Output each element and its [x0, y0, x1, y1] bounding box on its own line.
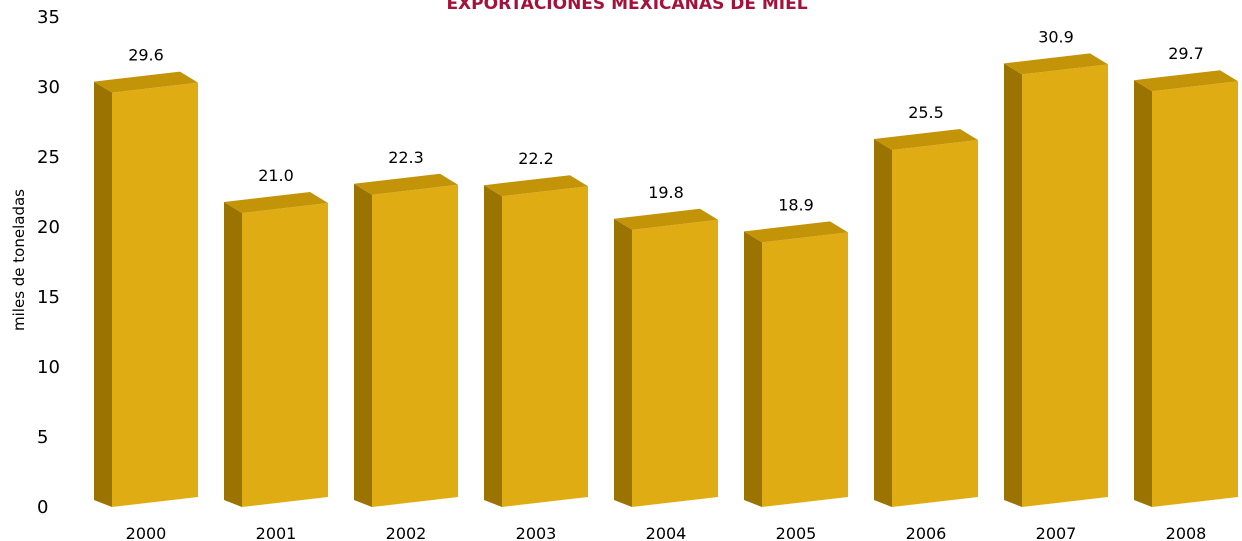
x-tick-label: 2002 — [386, 524, 427, 541]
bar-front-face — [502, 186, 588, 507]
bar-top-face — [1004, 53, 1108, 75]
x-tick-label: 2008 — [1166, 524, 1207, 541]
bar-2004: 19.8 — [614, 183, 718, 508]
bar-2005: 18.9 — [744, 195, 848, 507]
bar-front-face — [372, 184, 458, 508]
bar-side-face — [874, 139, 892, 507]
y-axis-label: miles de toneladas — [10, 189, 28, 331]
bar-top-face — [614, 208, 718, 230]
chart-title: EXPORTACIONES MEXICANAS DE MIEL — [446, 0, 807, 14]
bar-front-face — [242, 203, 328, 507]
data-label: 22.2 — [518, 149, 554, 168]
x-tick-label: 2000 — [126, 524, 167, 541]
bar-side-face — [484, 185, 502, 507]
bar-top-face — [874, 129, 978, 150]
y-tick-label: 15 — [37, 287, 60, 308]
data-label: 29.6 — [128, 46, 164, 65]
x-tick-label: 2006 — [906, 524, 947, 541]
bar-2007: 30.9 — [1004, 27, 1108, 508]
bar-front-face — [632, 219, 718, 508]
bar-2002: 22.3 — [354, 148, 458, 508]
bar-side-face — [1134, 80, 1152, 507]
bar-side-face — [354, 183, 372, 508]
bar-top-face — [94, 71, 198, 93]
bar-2008: 29.7 — [1134, 44, 1238, 507]
bar-top-face — [484, 175, 588, 197]
x-tick-label: 2001 — [256, 524, 297, 541]
data-label: 19.8 — [648, 183, 684, 202]
bar-side-face — [224, 202, 242, 507]
data-label: 29.7 — [1168, 44, 1204, 63]
y-tick-label: 10 — [37, 357, 60, 378]
bar-side-face — [614, 218, 632, 508]
bar-front-face — [1022, 64, 1108, 508]
bar-2003: 22.2 — [484, 149, 588, 507]
bar-top-face — [744, 221, 848, 243]
x-tick-label: 2007 — [1036, 524, 1077, 541]
bar-top-face — [354, 173, 458, 195]
y-tick-label: 35 — [37, 7, 60, 28]
bar-side-face — [1004, 63, 1022, 508]
bars: 29.6 21.0 22.3 22.2 19.8 18.9 25.5 30.9 29.7 — [94, 27, 1238, 508]
bar-front-face — [1152, 81, 1238, 507]
bar-2006: 25.5 — [874, 103, 978, 507]
bar-front-face — [112, 82, 198, 507]
x-tick-label: 2005 — [776, 524, 817, 541]
data-label: 22.3 — [388, 148, 424, 167]
bar-side-face — [94, 81, 112, 507]
data-label: 18.9 — [778, 195, 814, 214]
x-tick-label: 2003 — [516, 524, 557, 541]
y-tick-label: 5 — [37, 427, 48, 448]
data-label: 25.5 — [908, 103, 944, 122]
data-label: 21.0 — [258, 166, 294, 185]
y-tick-label: 30 — [37, 77, 60, 98]
bar-2001: 21.0 — [224, 166, 328, 507]
y-tick-label: 25 — [37, 147, 60, 168]
bar-top-face — [1134, 70, 1238, 92]
y-axis: 0 5 10 15 20 25 30 35 — [37, 7, 60, 518]
y-tick-label: 0 — [37, 497, 48, 518]
bar-2000: 29.6 — [94, 46, 198, 507]
x-tick-label: 2004 — [646, 524, 687, 541]
x-axis: 2000 2001 2002 2003 2004 2005 2006 2007 2008 — [126, 524, 1207, 541]
bar-top-face — [224, 192, 328, 213]
bar-side-face — [744, 231, 762, 507]
data-label: 30.9 — [1038, 27, 1074, 46]
bar-front-face — [892, 140, 978, 507]
y-tick-label: 20 — [37, 217, 60, 238]
bar-front-face — [762, 232, 848, 507]
